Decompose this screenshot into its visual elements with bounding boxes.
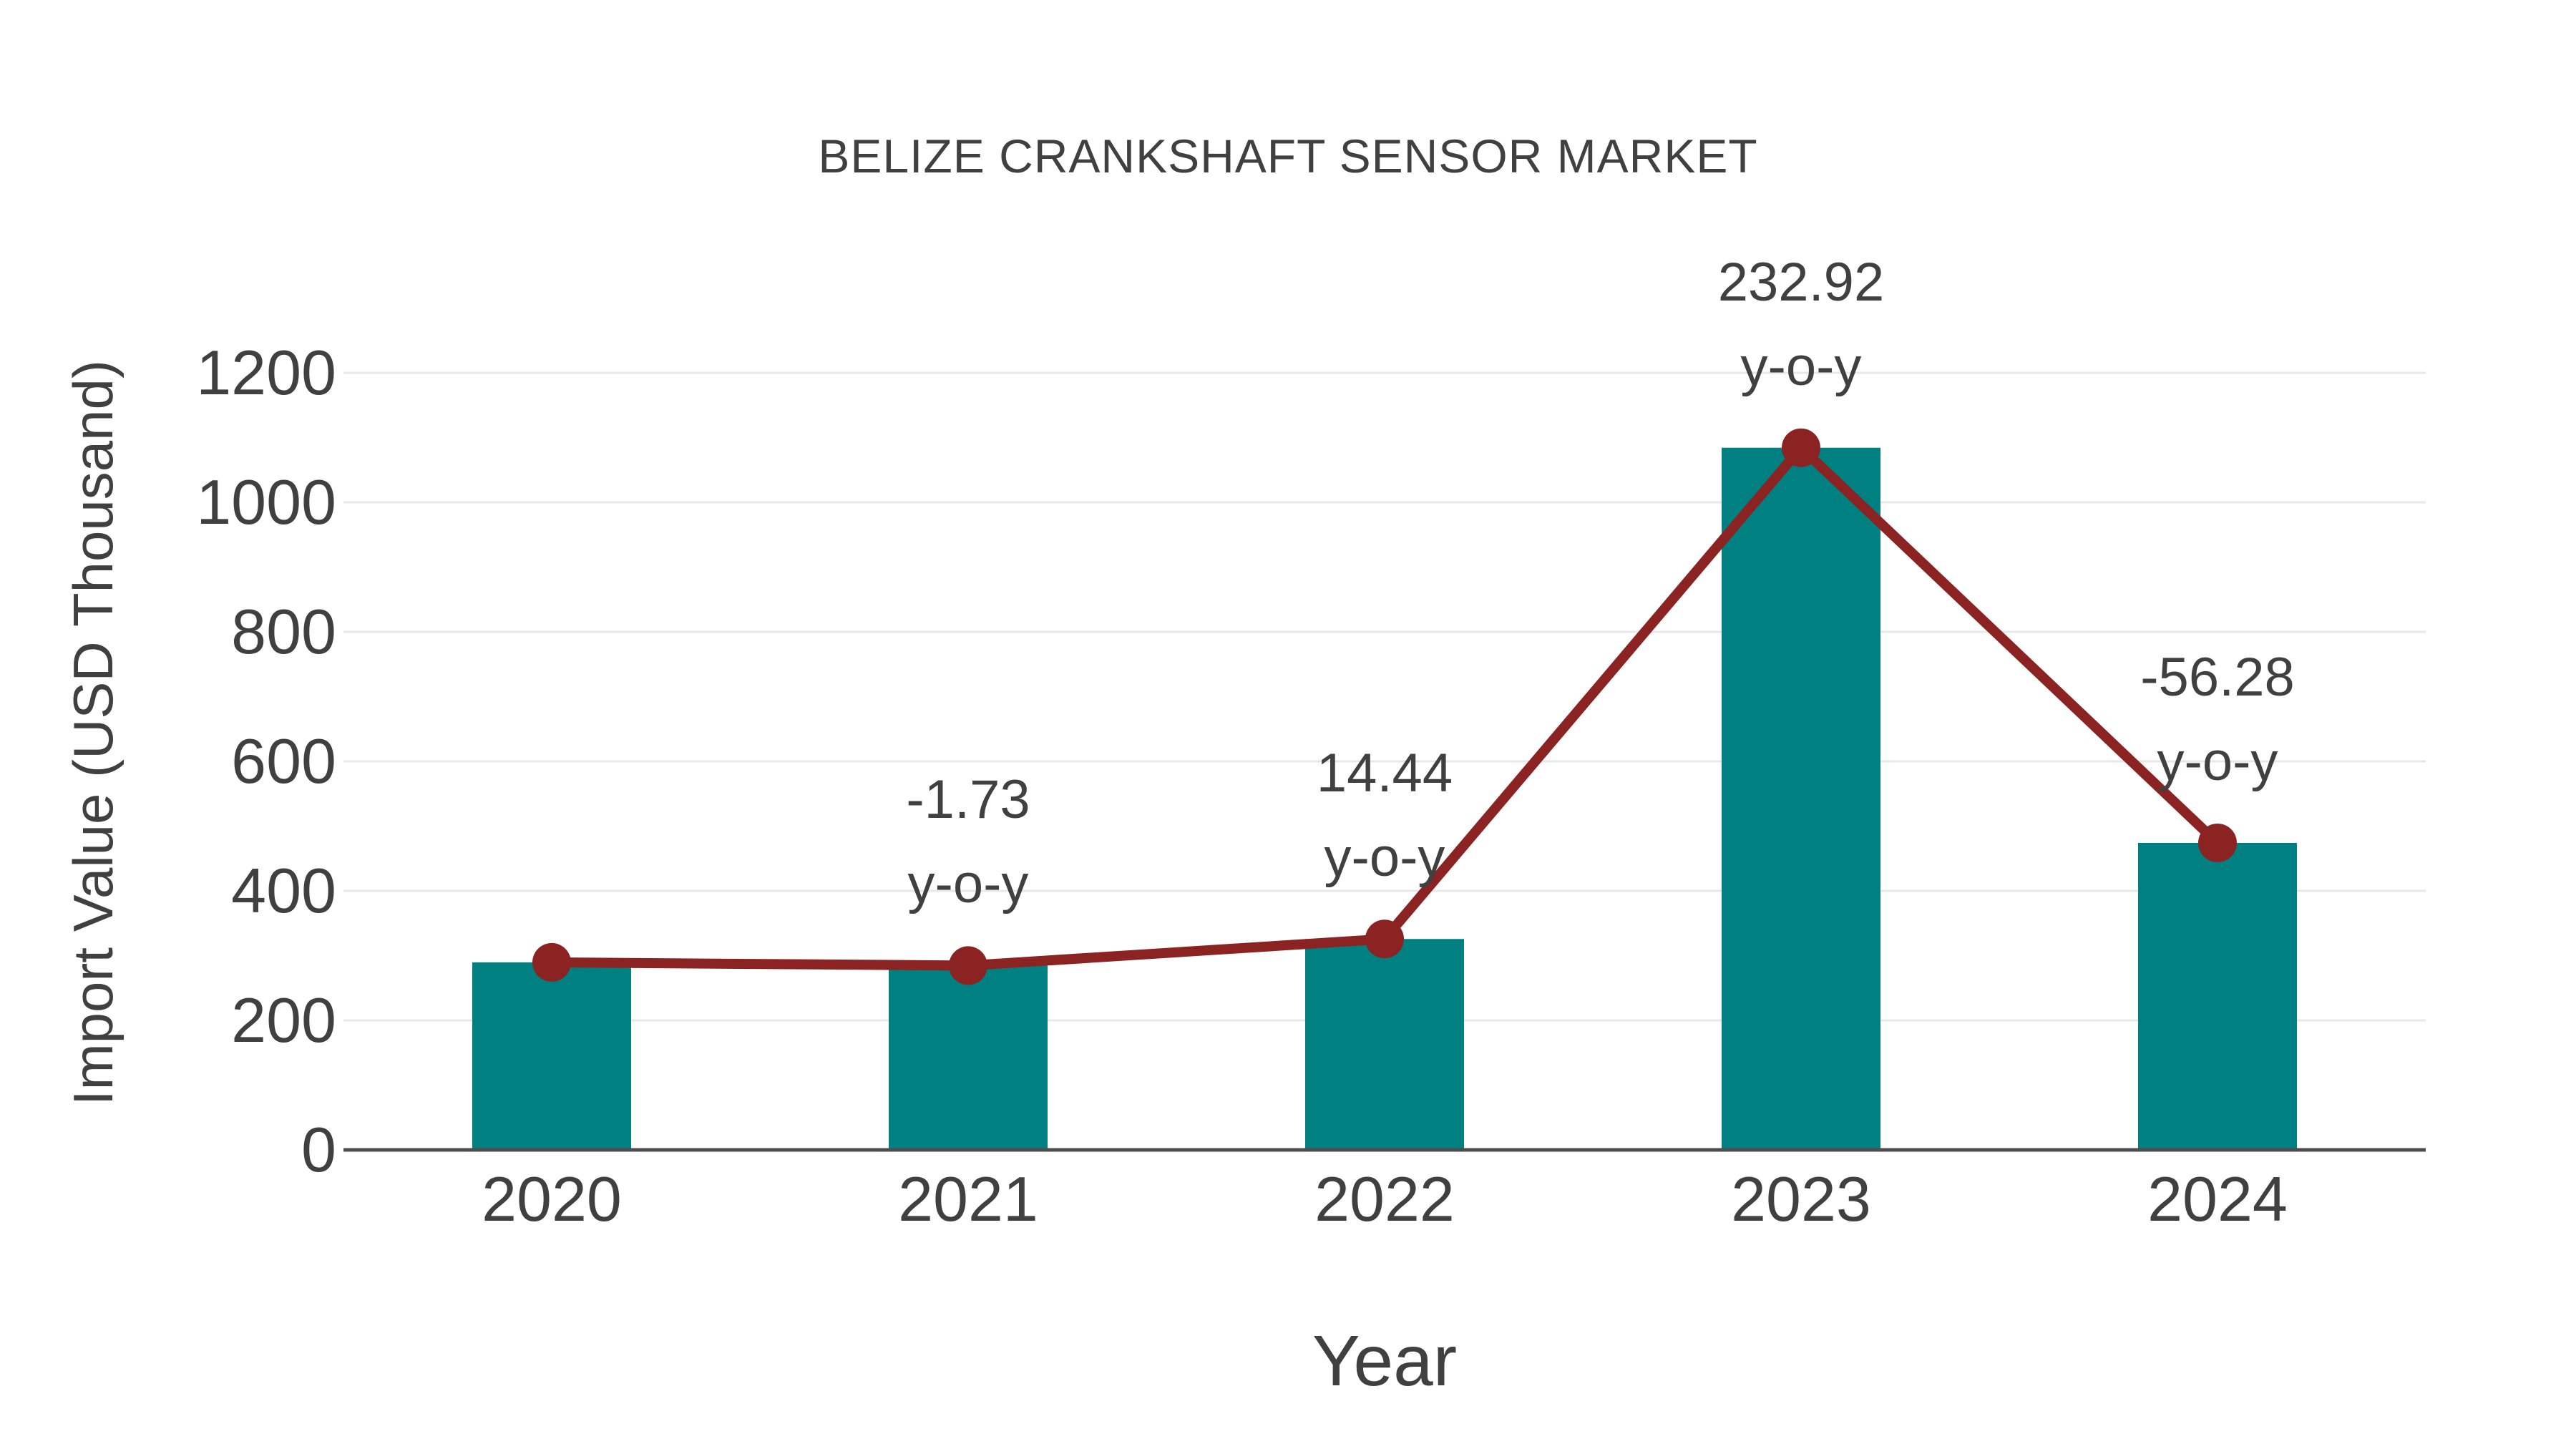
annotation-value: 14.44 (1316, 743, 1453, 804)
annotation-suffix: y-o-y (2157, 731, 2278, 792)
marker-2024[interactable] (2198, 823, 2237, 862)
annotation-suffix: y-o-y (907, 854, 1029, 915)
chart-title: BELIZE CRANKSHAFT SENSOR MARKET (818, 130, 1758, 182)
annotation-2023: 232.92 y-o-y (1551, 240, 2051, 409)
x-axis-title: Year (1312, 1321, 1458, 1401)
bar-2022[interactable] (1305, 939, 1464, 1150)
bar-2020[interactable] (472, 962, 631, 1150)
y-tick-label-0: 0 (301, 1114, 336, 1185)
x-tick-label-2024: 2024 (2147, 1163, 2288, 1234)
bar-2024[interactable] (2138, 842, 2297, 1150)
y-tick-label-600: 600 (231, 726, 336, 796)
x-tick-label-2020: 2020 (482, 1163, 622, 1234)
marker-2023[interactable] (1782, 428, 1820, 467)
y-tick-label-400: 400 (231, 855, 336, 926)
x-tick-label-2022: 2022 (1314, 1163, 1455, 1234)
y-tick-label-800: 800 (231, 596, 336, 667)
annotation-suffix: y-o-y (1324, 827, 1445, 889)
annotation-2021: -1.73 y-o-y (718, 758, 1219, 927)
annotation-value: 232.92 (1717, 251, 1885, 313)
annotation-suffix: y-o-y (1740, 336, 1862, 397)
annotation-2024: -56.28 y-o-y (1967, 635, 2468, 804)
bar-2023[interactable] (1722, 447, 1880, 1150)
marker-2021[interactable] (949, 946, 987, 985)
x-tick-label-2021: 2021 (898, 1163, 1038, 1234)
y-tick-label-200: 200 (231, 985, 336, 1055)
marker-2022[interactable] (1365, 919, 1404, 959)
marker-2020[interactable] (532, 942, 571, 982)
y-tick-label-1000: 1000 (196, 467, 336, 537)
annotation-value: -1.73 (906, 769, 1030, 831)
annotation-2022: 14.44 y-o-y (1134, 731, 1635, 900)
x-tick-label-2023: 2023 (1731, 1163, 1871, 1234)
annotation-value: -56.28 (2140, 646, 2295, 708)
bar-2021[interactable] (889, 965, 1048, 1150)
y-tick-label-1200: 1200 (196, 337, 336, 408)
